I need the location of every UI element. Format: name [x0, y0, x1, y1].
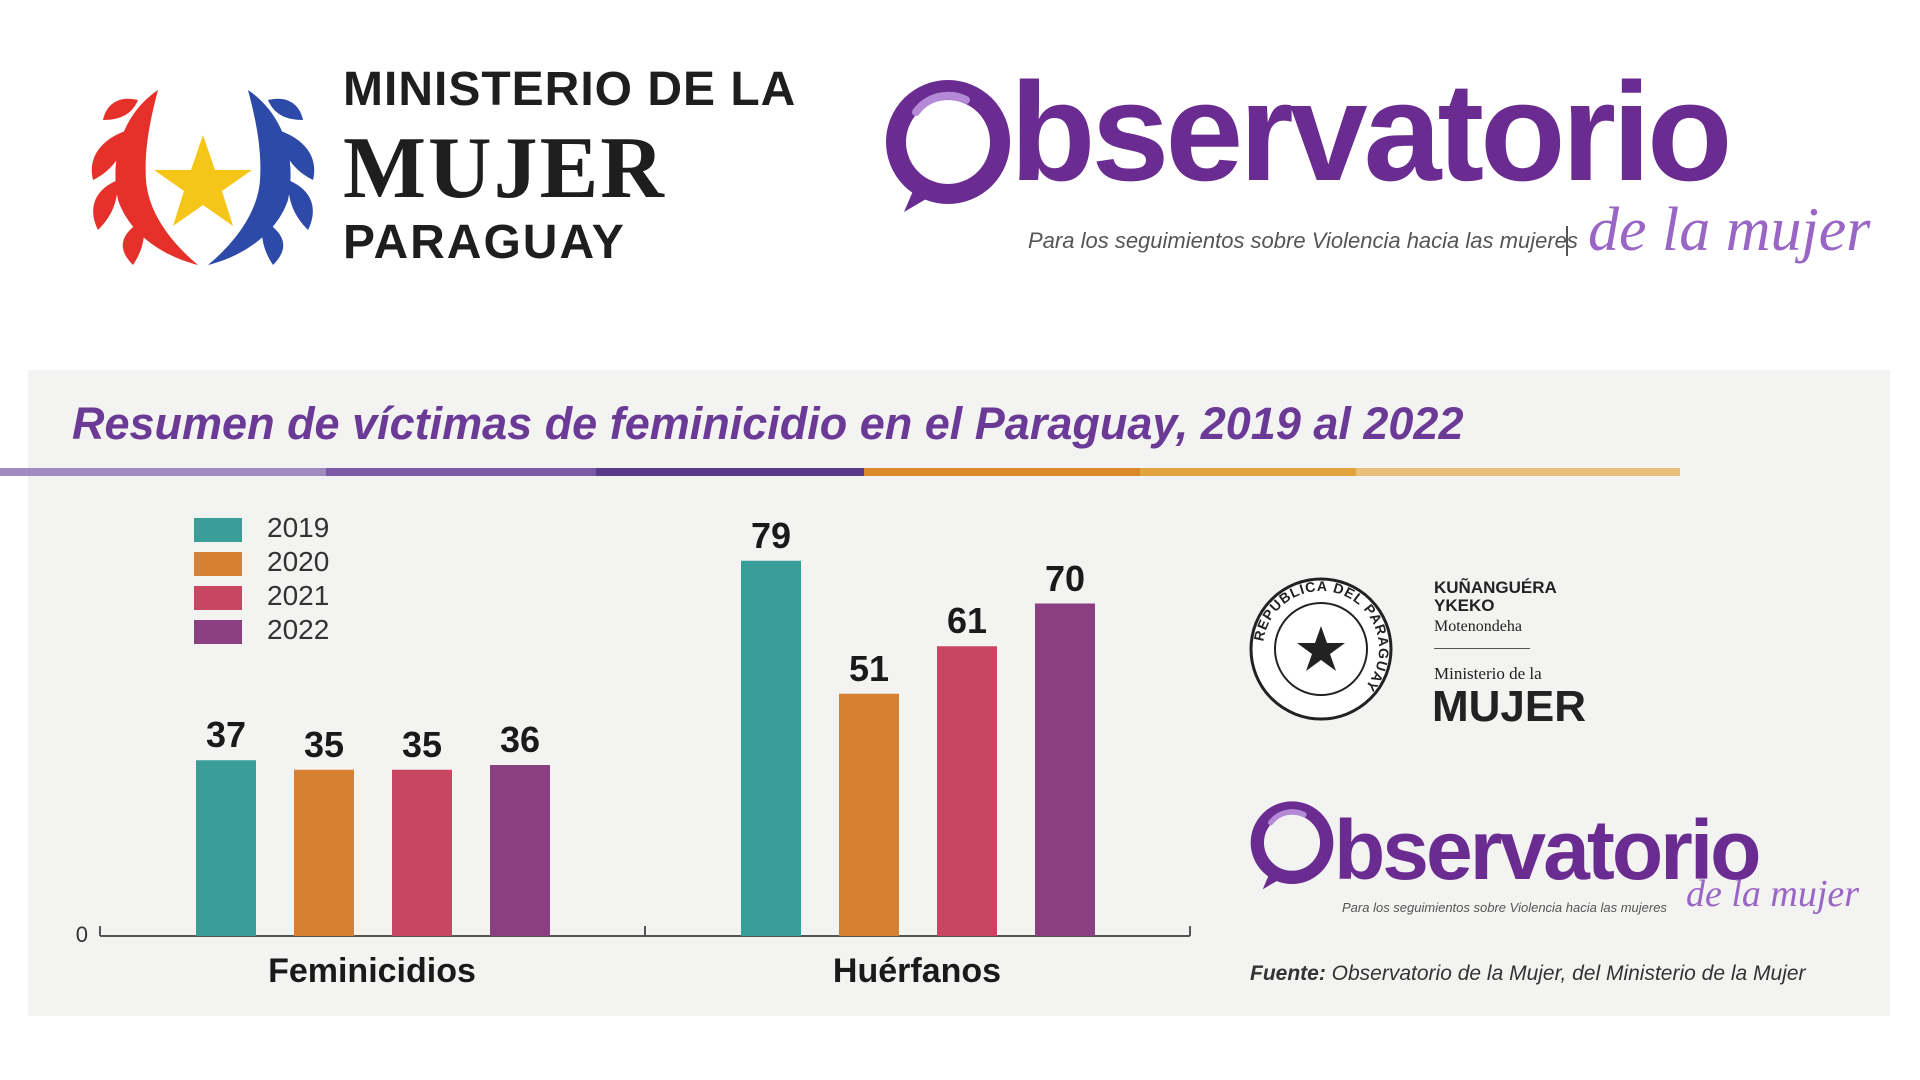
- observatorio-small-wordmark: bservatorio: [1334, 803, 1761, 897]
- legend-swatch-2019: [194, 518, 242, 542]
- bar-hurfanos-2021: [937, 646, 997, 936]
- legend-label-2021: 2021: [267, 580, 330, 611]
- value-label-hurfanos-2021: 61: [946, 600, 988, 642]
- value-label-feminicidios-2022: 36: [499, 719, 541, 760]
- bar-hurfanos-2019: [741, 560, 801, 936]
- legend-swatch-2021: [194, 586, 242, 610]
- paraguay-seal-icon: REPÚBLICA DEL PARAGUAY: [1249, 577, 1393, 721]
- title-underline-seg4: [864, 468, 1140, 476]
- legend-label-2022: 2022: [267, 614, 330, 645]
- observatorio-wordmark: bservatorio: [1010, 53, 1732, 210]
- chart-title: Resumen de víctimas de feminicidio en el…: [72, 398, 1464, 449]
- observatorio-tagline: Para los seguimientos sobre Violencia ha…: [1028, 228, 1578, 253]
- ministerio-de-la: Ministerio de la: [1434, 664, 1542, 683]
- legend-label-2020: 2020: [267, 546, 330, 577]
- legend-swatch-2020: [194, 552, 242, 576]
- observatorio-magnifier-icon: [886, 80, 1010, 212]
- ministry-emblem-icon: [91, 90, 315, 265]
- legend-swatch-2022: [194, 620, 242, 644]
- category-label-feminicidios: Feminicidios: [268, 952, 476, 990]
- ministry-name-line2: MUJER: [343, 120, 666, 217]
- value-label-feminicidios-2021: 35: [401, 723, 443, 765]
- observatorio-separator: [1566, 226, 1568, 256]
- ministry-name-line3: PARAGUAY: [343, 216, 626, 269]
- source-label: Fuente:: [1250, 962, 1326, 985]
- ministry-name-line1: MINISTERIO DE LA: [343, 63, 797, 116]
- y-tick-0: 0: [76, 922, 88, 947]
- kuna-separator: [1434, 648, 1530, 649]
- value-label-hurfanos-2020: 51: [848, 647, 890, 689]
- motenondeha: Motenondeha: [1434, 618, 1522, 635]
- source-text: Observatorio de la Mujer, del Ministerio…: [1325, 962, 1806, 985]
- kuna-line2: YKEKO: [1434, 596, 1495, 615]
- title-underline-seg3: [596, 468, 864, 476]
- category-label-huerfanos: Huérfanos: [832, 952, 1002, 990]
- bar-feminicidios-2019: [196, 760, 256, 936]
- title-underline-seg2: [326, 468, 596, 476]
- legend-label-2019: 2019: [267, 512, 330, 543]
- value-label-feminicidios-2020: 35: [303, 723, 345, 765]
- title-underline-seg1: [0, 468, 326, 476]
- mujer-wordmark: MUJER: [1432, 682, 1587, 731]
- observatorio-script: de la mujer: [1588, 196, 1871, 264]
- observatorio-small-script: de la mujer: [1686, 873, 1860, 915]
- title-underline-seg6: [1356, 468, 1680, 476]
- bar-hurfanos-2022: [1035, 603, 1095, 936]
- source-note: Fuente: Observatorio de la Mujer, del Mi…: [1250, 962, 1806, 986]
- bar-feminicidios-2020: [294, 769, 354, 936]
- value-label-hurfanos-2022: 70: [1044, 557, 1086, 599]
- value-label-feminicidios-2019: 37: [205, 714, 247, 756]
- value-label-hurfanos-2019: 79: [750, 514, 792, 556]
- observatorio-small-tagline: Para los seguimientos sobre Violencia ha…: [1342, 900, 1667, 915]
- kuna-line1: KUÑANGUÉRA: [1434, 578, 1557, 597]
- bar-hurfanos-2020: [839, 693, 899, 936]
- bar-feminicidios-2021: [392, 769, 452, 936]
- bar-feminicidios-2022: [490, 765, 550, 936]
- title-underline-seg5: [1140, 468, 1356, 476]
- observatorio-small-magnifier-icon: [1250, 801, 1334, 890]
